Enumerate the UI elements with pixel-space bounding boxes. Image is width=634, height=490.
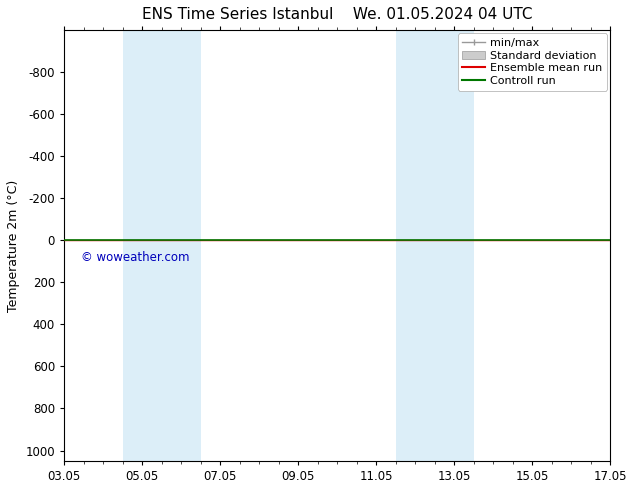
Title: ENS Time Series Istanbul    We. 01.05.2024 04 UTC: ENS Time Series Istanbul We. 01.05.2024 … bbox=[142, 7, 533, 22]
Bar bbox=[396, 30, 474, 461]
Y-axis label: Temperature 2m (°C): Temperature 2m (°C) bbox=[7, 179, 20, 312]
Bar bbox=[122, 30, 201, 461]
Legend: min/max, Standard deviation, Ensemble mean run, Controll run: min/max, Standard deviation, Ensemble me… bbox=[458, 33, 607, 91]
Text: © woweather.com: © woweather.com bbox=[81, 251, 189, 264]
